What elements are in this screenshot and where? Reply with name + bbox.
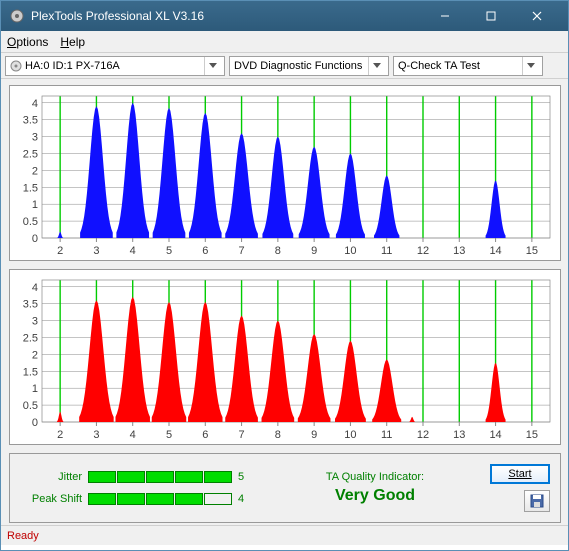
start-button[interactable]: Start [490,464,550,484]
app-icon [9,8,25,24]
menu-options[interactable]: Options [7,35,48,49]
bottom-panel: Jitter 5 Peak Shift 4 TA Quality Indicat… [9,453,561,523]
svg-text:6: 6 [202,429,208,441]
svg-text:14: 14 [489,429,501,441]
svg-text:12: 12 [417,245,429,257]
svg-text:0: 0 [32,417,38,429]
status-text: Ready [7,530,39,542]
svg-text:13: 13 [453,429,465,441]
drive-label: HA:0 ID:1 PX-716A [25,60,201,72]
menubar: Options Help [1,31,568,53]
svg-text:7: 7 [239,429,245,441]
svg-text:7: 7 [239,245,245,257]
save-button[interactable] [524,490,550,512]
svg-text:0.5: 0.5 [23,400,38,412]
svg-text:0.5: 0.5 [23,216,38,228]
metric-bar [204,471,232,483]
chevron-down-icon [368,57,384,75]
chart-top: 0 0.5 1 1.5 2 2.5 3 3.5 4 2 3 4 5 6 7 8 9 10 11 12 13 14 15 [9,85,561,261]
svg-text:6: 6 [202,245,208,257]
svg-text:2: 2 [57,245,63,257]
svg-text:2: 2 [32,349,38,361]
metric-bar [204,493,232,505]
chart-bottom: 0 0.5 1 1.5 2 2.5 3 3.5 4 2 3 4 5 6 7 8 9 10 11 12 13 14 15 [9,269,561,445]
svg-text:9: 9 [311,429,317,441]
metric-bar [117,493,145,505]
svg-text:2: 2 [32,165,38,177]
jitter-value: 5 [238,471,252,483]
peakshift-bars [88,493,232,505]
main-content: 00.511.522.533.5423456789101112131415 00… [1,79,568,525]
svg-text:2.5: 2.5 [23,148,38,160]
svg-text:13: 13 [453,245,465,257]
titlebar: PlexTools Professional XL V3.16 [1,1,568,31]
metric-bar [146,493,174,505]
menu-help[interactable]: Help [60,35,85,49]
test-dropdown[interactable]: Q-Check TA Test [393,56,543,76]
svg-text:1: 1 [32,199,38,211]
actions: Start [480,464,550,512]
svg-text:1.5: 1.5 [23,366,38,378]
jitter-row: Jitter 5 [20,466,270,488]
svg-text:3: 3 [93,245,99,257]
svg-text:5: 5 [166,245,172,257]
function-dropdown[interactable]: DVD Diagnostic Functions [229,56,389,76]
metric-bar [117,471,145,483]
svg-text:8: 8 [275,429,281,441]
svg-text:0: 0 [32,233,38,245]
disc-icon [10,60,22,72]
peakshift-value: 4 [238,493,252,505]
metrics: Jitter 5 Peak Shift 4 [20,466,270,510]
metric-bar [146,471,174,483]
svg-text:2: 2 [57,429,63,441]
svg-text:3: 3 [32,132,38,144]
toolbar: HA:0 ID:1 PX-716A DVD Diagnostic Functio… [1,53,568,79]
svg-text:11: 11 [381,245,392,257]
svg-text:3: 3 [93,429,99,441]
peakshift-row: Peak Shift 4 [20,488,270,510]
svg-text:9: 9 [311,245,317,257]
svg-text:14: 14 [489,245,501,257]
svg-text:11: 11 [381,429,392,441]
statusbar: Ready [1,525,568,545]
svg-text:4: 4 [32,282,38,294]
svg-text:1: 1 [32,383,38,395]
metric-bar [88,493,116,505]
jitter-label: Jitter [20,471,82,483]
peakshift-label: Peak Shift [20,493,82,505]
metric-bar [88,471,116,483]
test-label: Q-Check TA Test [398,60,519,72]
start-button-label: Start [508,468,531,480]
svg-text:4: 4 [32,98,38,110]
chevron-down-icon [522,57,538,75]
svg-text:4: 4 [130,429,136,441]
quality-value: Very Good [278,487,472,505]
close-button[interactable] [514,1,560,31]
svg-text:5: 5 [166,429,172,441]
minimize-button[interactable] [422,1,468,31]
drive-dropdown[interactable]: HA:0 ID:1 PX-716A [5,56,225,76]
metric-bar [175,493,203,505]
floppy-icon [530,494,544,508]
svg-text:12: 12 [417,429,429,441]
quality-label: TA Quality Indicator: [278,471,472,483]
metric-bar [175,471,203,483]
svg-text:3.5: 3.5 [23,299,38,311]
maximize-button[interactable] [468,1,514,31]
quality-indicator: TA Quality Indicator: Very Good [278,471,472,505]
svg-text:10: 10 [344,245,356,257]
svg-text:2.5: 2.5 [23,332,38,344]
svg-text:8: 8 [275,245,281,257]
chevron-down-icon [204,57,220,75]
svg-text:4: 4 [130,245,136,257]
svg-text:3: 3 [32,316,38,328]
jitter-bars [88,471,232,483]
svg-text:10: 10 [344,429,356,441]
function-label: DVD Diagnostic Functions [234,60,365,72]
svg-text:15: 15 [526,429,538,441]
svg-text:3.5: 3.5 [23,115,38,127]
svg-text:1.5: 1.5 [23,182,38,194]
svg-text:15: 15 [526,245,538,257]
window-title: PlexTools Professional XL V3.16 [31,9,422,23]
